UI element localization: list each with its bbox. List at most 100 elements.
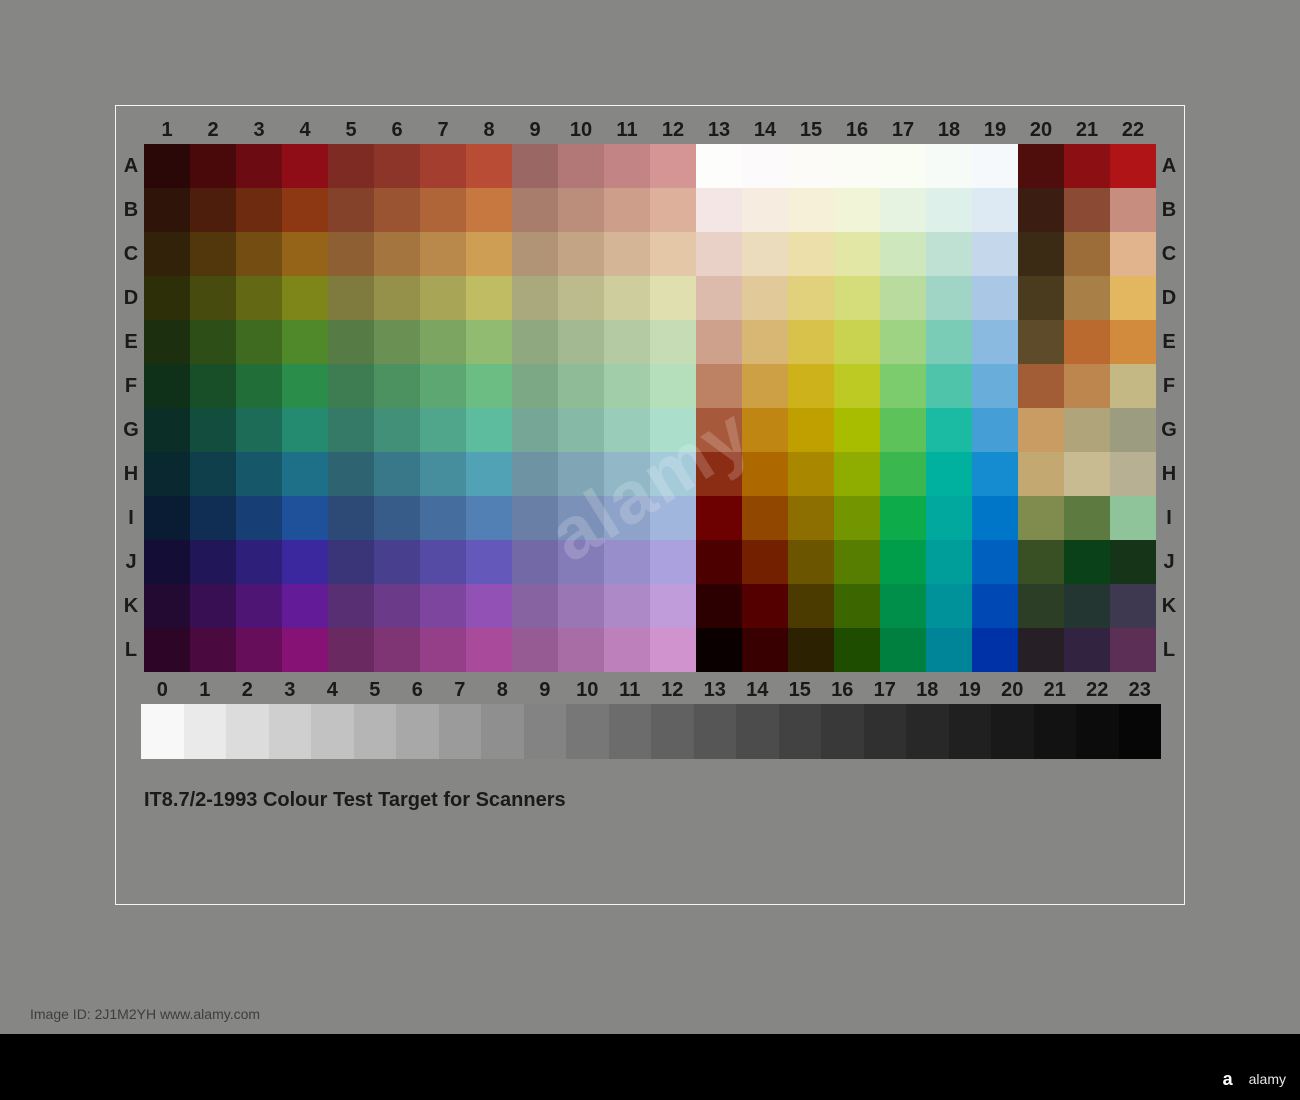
color-swatch — [420, 496, 466, 540]
color-swatch — [512, 452, 558, 496]
grayscale-step-label: 9 — [524, 679, 567, 702]
color-swatch — [650, 584, 696, 628]
bottom-bar — [0, 1034, 1300, 1100]
color-swatch — [466, 540, 512, 584]
color-swatch — [972, 144, 1018, 188]
column-header: 8 — [466, 119, 512, 142]
color-swatch — [788, 584, 834, 628]
color-swatch — [880, 144, 926, 188]
grayscale-swatch — [736, 704, 779, 759]
row-header: H — [118, 452, 144, 496]
color-swatch — [144, 320, 190, 364]
color-swatch — [1064, 628, 1110, 672]
grayscale-step-label: 15 — [779, 679, 822, 702]
color-swatch — [190, 188, 236, 232]
color-swatch — [1064, 364, 1110, 408]
grayscale-step-label: 2 — [226, 679, 269, 702]
page-root: 12345678910111213141516171819202122 ABCD… — [0, 0, 1300, 1100]
row-header: I — [118, 496, 144, 540]
color-swatch — [420, 364, 466, 408]
grayscale-swatch — [226, 704, 269, 759]
grayscale-swatch — [481, 704, 524, 759]
grayscale-step-label: 10 — [566, 679, 609, 702]
color-swatch — [190, 584, 236, 628]
color-swatch — [650, 364, 696, 408]
color-swatch — [1018, 364, 1064, 408]
color-swatch — [512, 628, 558, 672]
row-header: H — [1156, 452, 1182, 496]
color-swatch — [926, 232, 972, 276]
column-header: 21 — [1064, 119, 1110, 142]
grayscale-swatch — [821, 704, 864, 759]
color-swatch — [466, 364, 512, 408]
column-header: 11 — [604, 119, 650, 142]
color-swatch — [558, 452, 604, 496]
color-swatch — [604, 276, 650, 320]
column-header: 15 — [788, 119, 834, 142]
grayscale-strip — [141, 704, 1159, 759]
color-swatch — [926, 452, 972, 496]
grayscale-step-label: 23 — [1119, 679, 1162, 702]
color-swatch — [144, 188, 190, 232]
color-swatch — [972, 496, 1018, 540]
color-swatch — [328, 188, 374, 232]
color-swatch — [1110, 232, 1156, 276]
color-swatch — [512, 584, 558, 628]
color-swatch — [880, 320, 926, 364]
column-header: 18 — [926, 119, 972, 142]
color-swatch — [282, 540, 328, 584]
color-swatch — [788, 408, 834, 452]
color-swatch — [1110, 364, 1156, 408]
color-swatch — [880, 364, 926, 408]
column-header: 1 — [144, 119, 190, 142]
color-swatch — [236, 188, 282, 232]
grayscale-swatch — [524, 704, 567, 759]
grayscale-swatch — [184, 704, 227, 759]
color-swatch — [834, 584, 880, 628]
grayscale-step-label: 14 — [736, 679, 779, 702]
grayscale-step-label: 0 — [141, 679, 184, 702]
color-swatch — [742, 628, 788, 672]
color-swatch — [972, 628, 1018, 672]
color-swatch — [1110, 188, 1156, 232]
grayscale-swatch — [609, 704, 652, 759]
color-swatch — [512, 408, 558, 452]
color-swatch — [650, 496, 696, 540]
row-header: J — [1156, 540, 1182, 584]
color-swatch — [420, 584, 466, 628]
color-swatch — [236, 628, 282, 672]
grayscale-step-label: 8 — [481, 679, 524, 702]
color-swatch — [834, 320, 880, 364]
color-swatch — [880, 452, 926, 496]
color-swatch — [466, 628, 512, 672]
row-header: C — [118, 232, 144, 276]
color-swatch — [696, 188, 742, 232]
color-swatch — [374, 628, 420, 672]
color-swatch — [282, 408, 328, 452]
color-swatch — [190, 232, 236, 276]
row-header: D — [1156, 276, 1182, 320]
color-swatch — [880, 540, 926, 584]
color-swatch — [926, 408, 972, 452]
color-swatch — [834, 188, 880, 232]
grayscale-step-label: 3 — [269, 679, 312, 702]
color-swatch — [1110, 452, 1156, 496]
color-swatch — [650, 188, 696, 232]
color-swatch — [1018, 496, 1064, 540]
color-swatch — [604, 188, 650, 232]
color-swatch — [512, 320, 558, 364]
color-swatch — [926, 584, 972, 628]
color-swatch — [374, 276, 420, 320]
color-swatch — [1110, 628, 1156, 672]
color-swatch — [144, 276, 190, 320]
color-swatch — [328, 452, 374, 496]
color-swatch — [558, 320, 604, 364]
color-swatch — [926, 628, 972, 672]
color-swatch — [696, 320, 742, 364]
color-swatch — [604, 320, 650, 364]
color-swatch — [328, 320, 374, 364]
color-swatch — [604, 584, 650, 628]
color-swatch — [604, 452, 650, 496]
color-swatch — [1110, 496, 1156, 540]
color-swatch — [834, 144, 880, 188]
